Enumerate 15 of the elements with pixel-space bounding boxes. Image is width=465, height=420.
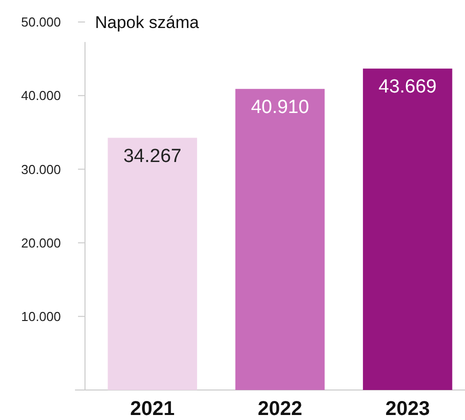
y-tick-label: 30.000	[21, 162, 61, 177]
bar	[108, 138, 198, 390]
data-label: 43.669	[378, 76, 437, 98]
bar	[235, 88, 325, 390]
chart-title: Napok száma	[95, 12, 200, 32]
y-tick-label: 40.000	[21, 88, 61, 104]
y-tick-label: 10.000	[21, 308, 61, 324]
y-tick-label: 50.000	[21, 14, 61, 30]
data-label: 34.267	[123, 146, 182, 167]
y-tick-label: 20.000	[21, 235, 61, 250]
bar	[362, 68, 452, 390]
x-tick-label: 2021	[130, 398, 175, 420]
x-tick-label: 2022	[258, 398, 302, 420]
data-label: 40.910	[250, 96, 310, 118]
x-tick-label: 2023	[385, 398, 430, 420]
